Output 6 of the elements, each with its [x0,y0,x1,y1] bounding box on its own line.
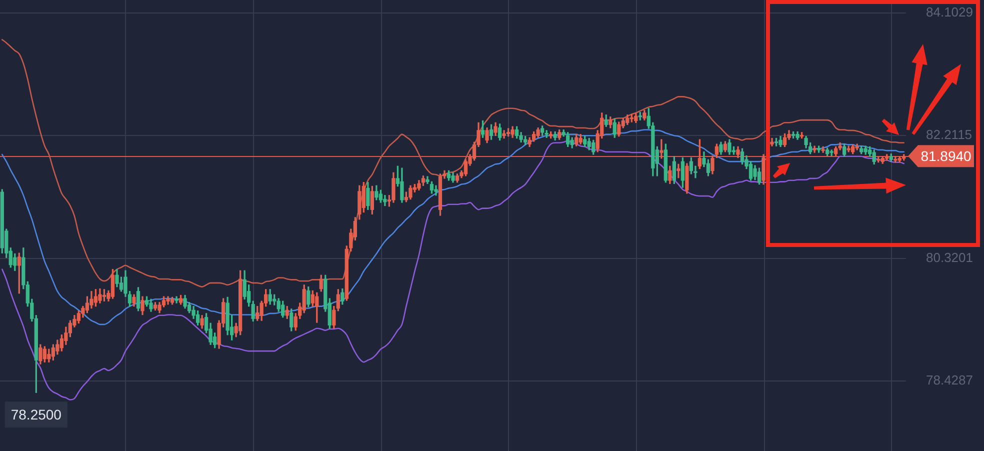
annotation: 78.2500 [10,406,62,422]
y-tick-label: 78.4287 [926,372,973,388]
ref-line-label: 81.8940 [920,148,972,164]
y-tick-label: 84.1029 [926,4,973,20]
y-tick-label: 82.2115 [926,127,972,142]
y-tick-label: 80.3201 [926,250,973,265]
